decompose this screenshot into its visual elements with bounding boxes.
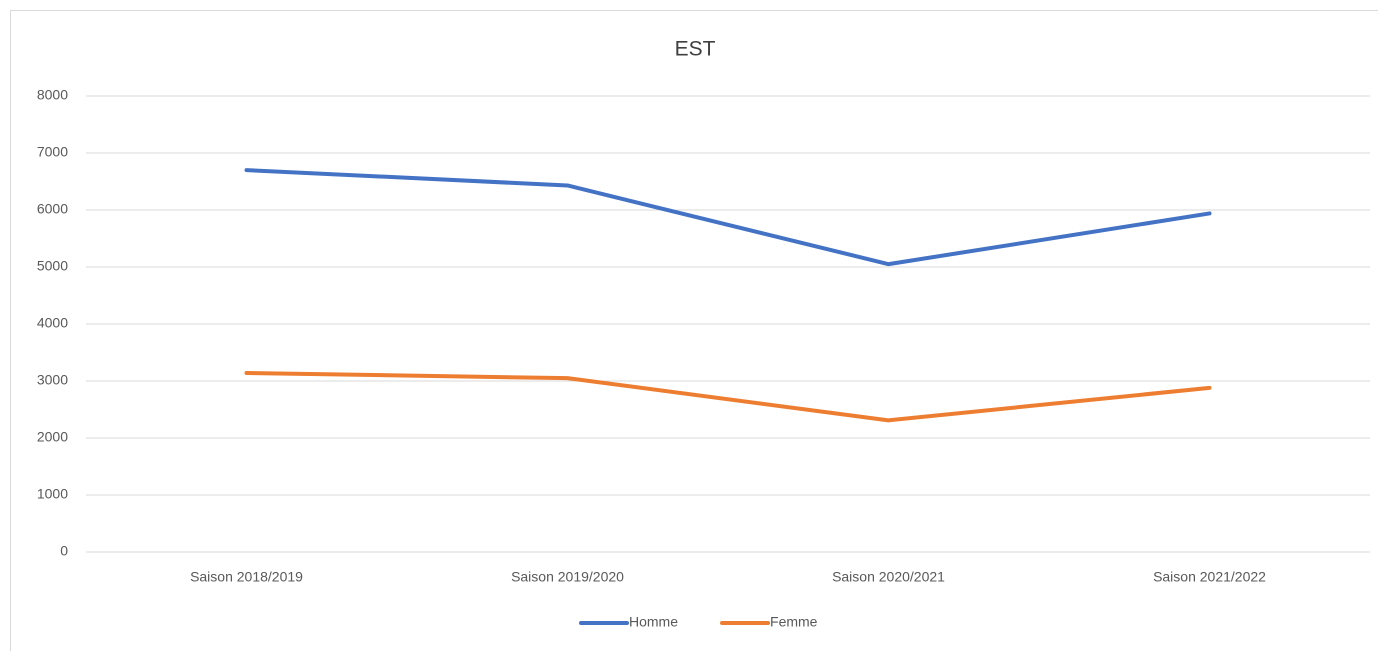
chart-title: EST <box>675 38 716 61</box>
x-tick-label: Saison 2018/2019 <box>190 569 303 585</box>
x-tick-label: Saison 2021/2022 <box>1153 569 1266 585</box>
y-tick-label: 4000 <box>37 315 68 331</box>
legend-label: Homme <box>629 614 678 630</box>
y-tick-label: 5000 <box>37 258 68 274</box>
series-line <box>244 168 1212 267</box>
y-tick-label: 1000 <box>37 486 68 502</box>
y-tick-label: 3000 <box>37 372 68 388</box>
x-tick-label: Saison 2020/2021 <box>832 569 945 585</box>
chart-frame <box>10 10 1378 651</box>
y-tick-label: 7000 <box>37 144 68 160</box>
x-tick-label: Saison 2019/2020 <box>511 569 624 585</box>
y-tick-label: 8000 <box>37 87 68 103</box>
series-line <box>244 371 1212 423</box>
y-tick-label: 0 <box>60 543 68 559</box>
y-tick-label: 6000 <box>37 201 68 217</box>
legend-label: Femme <box>770 614 818 630</box>
y-tick-label: 2000 <box>37 429 68 445</box>
